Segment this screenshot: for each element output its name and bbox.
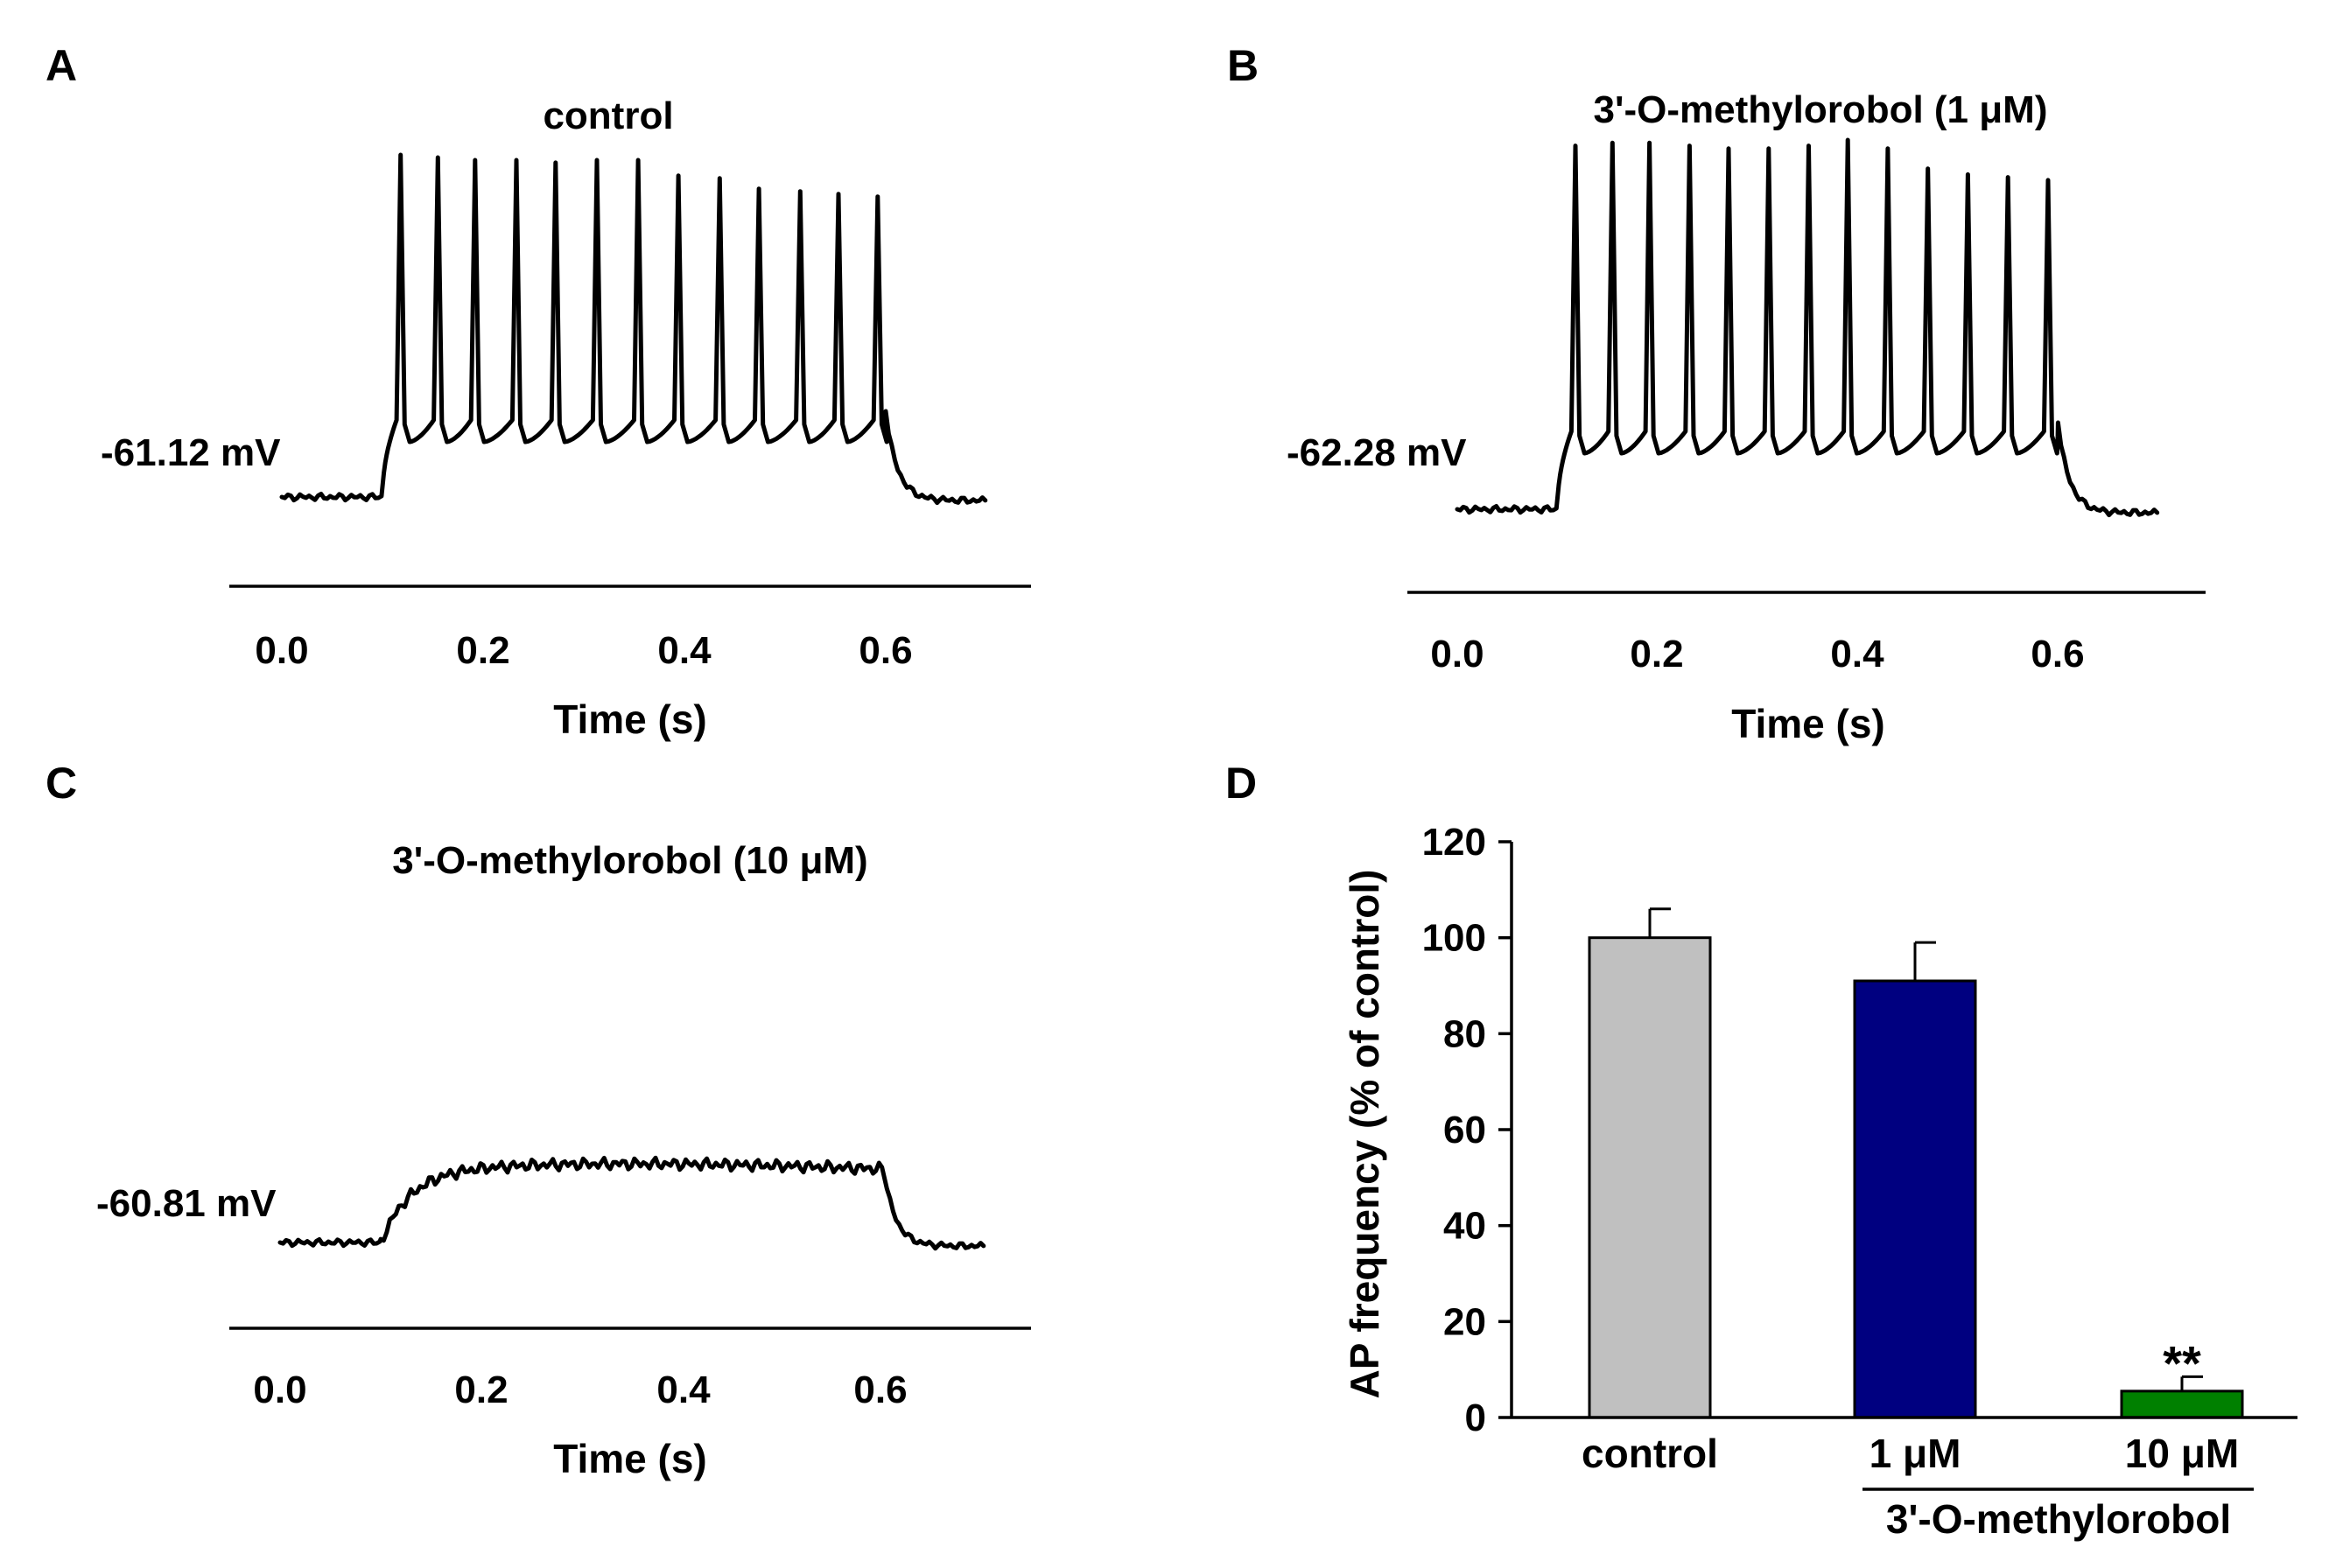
panel-a-x-tick: 0.0 (255, 629, 308, 672)
panel-b-x-tick: 0.4 (1830, 633, 1884, 676)
panel-d-error-bar (2180, 1375, 2203, 1391)
panel-d-bar (1588, 936, 1712, 1419)
panel-d-category-label: 1 μM (1869, 1431, 1961, 1476)
panel-d-bars: control 1 μM 10 μM ** (1582, 907, 2244, 1476)
panel-d: D AP frequency (% of control) 0 20 40 60 80 1… (1225, 759, 2297, 1542)
panel-b: B 3'-O-methylorobol (1 μM) -62.28 mV 0.0… (1227, 41, 2206, 746)
panel-d-y-tick-label: 20 (1443, 1300, 1486, 1343)
panel-d-error-bar (1648, 907, 1671, 938)
panel-d-error-bar (1913, 941, 1936, 982)
panel-a-title: control (543, 94, 673, 137)
panel-a: A control -61.12 mV 0.0 0.2 0.4 0.6 Time… (46, 41, 1031, 742)
panel-label-a: A (46, 41, 77, 90)
panel-c-voltage-trace (277, 1155, 986, 1251)
panel-b-resting-potential: -62.28 mV (1287, 431, 1467, 474)
panel-label-b: B (1227, 41, 1259, 90)
panel-b-x-tick: 0.0 (1430, 633, 1484, 676)
panel-a-resting-potential: -61.12 mV (101, 431, 281, 474)
panel-c-x-axis-label: Time (s) (553, 1436, 707, 1481)
panel-d-y-tick-label: 60 (1443, 1109, 1486, 1152)
panel-a-x-axis-label: Time (s) (553, 696, 707, 742)
panel-b-voltage-trace (1455, 137, 2160, 518)
panel-c-x-tick: 0.2 (454, 1368, 508, 1411)
panel-d-bar (2120, 1390, 2244, 1419)
panel-d-y-axis-label: AP frequency (% of control) (1342, 870, 1387, 1399)
panel-a-voltage-trace (279, 152, 988, 506)
panel-a-x-tick: 0.2 (456, 629, 509, 672)
panel-d-y-tick-label: 120 (1422, 821, 1486, 864)
panel-d-y-tick-label: 40 (1443, 1205, 1486, 1248)
panel-a-x-tick: 0.6 (859, 629, 912, 672)
panel-d-group-label: 3'-O-methylorobol (1886, 1496, 2231, 1542)
panel-d-y-ticks: 0 20 40 60 80 100 120 (1422, 821, 1512, 1439)
panel-d-category-label: 10 μM (2125, 1431, 2239, 1476)
panel-b-x-tick: 0.6 (2031, 633, 2084, 676)
panel-label-c: C (46, 759, 77, 808)
panel-b-title: 3'-O-methylorobol (1 μM) (1594, 88, 2048, 131)
panel-b-x-axis-label: Time (s) (1731, 701, 1885, 746)
panel-label-d: D (1225, 759, 1257, 808)
panel-d-significance-marker: ** (2163, 1335, 2201, 1390)
panel-b-x-tick: 0.2 (1630, 633, 1683, 676)
panel-c-x-tick: 0.4 (656, 1368, 711, 1411)
panel-a-x-tick: 0.4 (657, 629, 712, 672)
panel-d-bar (1853, 979, 1977, 1419)
panel-d-y-tick-label: 100 (1422, 917, 1486, 960)
panel-d-y-tick-label: 0 (1465, 1396, 1486, 1439)
panel-c-title: 3'-O-methylorobol (10 μM) (392, 839, 867, 882)
panel-c-x-tick: 0.6 (853, 1368, 907, 1411)
panel-c-x-tick: 0.0 (253, 1368, 306, 1411)
panel-d-category-label: control (1582, 1431, 1718, 1476)
panel-c-resting-potential: -60.81 mV (96, 1182, 277, 1225)
panel-d-y-tick-label: 80 (1443, 1012, 1486, 1055)
panel-c: C 3'-O-methylorobol (10 μM) -60.81 mV 0.… (46, 759, 1031, 1481)
